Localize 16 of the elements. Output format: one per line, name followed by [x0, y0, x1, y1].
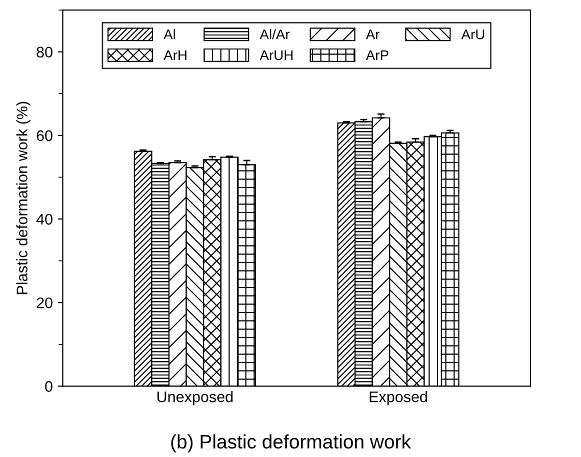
legend-label: Ar [366, 30, 380, 40]
legend-label: ArUH [260, 50, 293, 60]
text: (b) Plastic deformation work [171, 434, 412, 452]
y-tick-label: 0 [45, 381, 52, 392]
legend-label: ArH [164, 50, 186, 60]
y-tick-label: 40 [36, 214, 52, 225]
y-axis-title: Plastic deformation work (%) [16, 102, 30, 294]
legend-label: Al/Ar [260, 29, 290, 40]
legend-label: ArP [366, 50, 388, 60]
y-tick-label: 80 [36, 46, 52, 58]
y-tick-label: 20 [36, 297, 52, 308]
y-tick-label: 60 [36, 130, 52, 142]
x-tick-label: Exposed [370, 391, 428, 406]
x-tick-label: Unexposed [157, 391, 233, 406]
legend-label: ArU [461, 30, 484, 40]
legend-label: Al [164, 29, 175, 40]
